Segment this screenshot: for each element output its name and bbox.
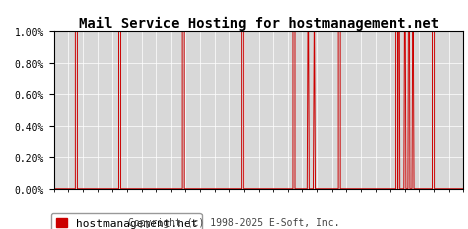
Legend: hostmanagement.net: hostmanagement.net	[51, 213, 202, 229]
Title: Mail Service Hosting for hostmanagement.net: Mail Service Hosting for hostmanagement.…	[79, 17, 439, 31]
Text: Copyright (c) 1998-2025 E-Soft, Inc.: Copyright (c) 1998-2025 E-Soft, Inc.	[128, 217, 340, 227]
